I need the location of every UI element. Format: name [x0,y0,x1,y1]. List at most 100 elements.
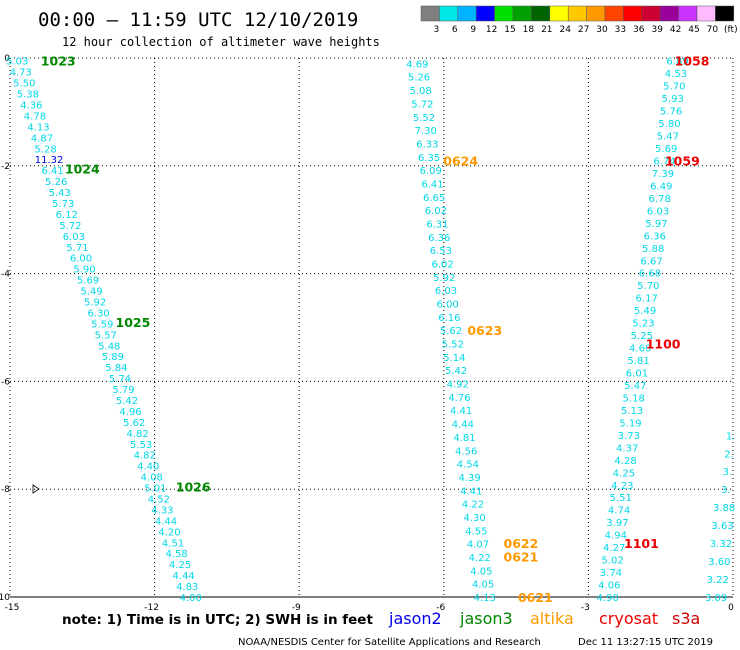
swh-value-label: 3.09 [705,593,727,604]
timestamp: Dec 11 13:27:15 UTC 2019 [578,637,713,648]
swh-value-label: 4.00 [180,593,202,604]
colorbar-swatch [531,5,551,22]
footer-note: note: 1) Time is in UTC; 2) SWH is in fe… [62,612,373,628]
colorbar-swatch [420,5,440,22]
swh-value-label: 6.16 [438,313,460,324]
swh-value-label: 5.49 [80,287,102,298]
y-tick-label: -10 [0,593,10,603]
colorbar-label: 6 [452,25,458,35]
swh-value-label: 4.44 [173,571,195,582]
swh-value-label: 4.05 [470,566,492,577]
pass-id-label: 1023 [41,54,76,69]
pass-id-label: 1025 [116,315,151,330]
page-title: 00:00 – 11:59 UTC 12/10/2019 [38,9,358,31]
pass-id-label: 1026 [176,480,211,495]
colorbar-swatch [475,5,495,22]
swh-value-label: 2. [724,449,734,460]
y-tick-label: -6 [1,377,10,387]
swh-value-label: 5.92 [433,273,455,284]
legend-item-jason3: jason3 [459,609,513,628]
swh-value-label: 6.35 [418,153,440,164]
swh-value-label: 5.26 [45,177,67,188]
swh-value-label: 6.03 [647,206,669,217]
swh-value-label: 5.88 [642,244,664,255]
swh-value-label: 5.52 [442,340,464,351]
colorbar-label: 27 [578,25,589,35]
swh-value-label: 6.65 [423,193,445,204]
swh-value-label: 4.52 [148,494,170,505]
swh-value-label: 6.12 [56,210,78,221]
swh-value-label: 4.82 [126,429,148,440]
swh-value-label: 5.01 [144,484,166,495]
swh-value-label: 6.36 [644,231,666,242]
swh-value-label: 6.03 [435,286,457,297]
swh-value-label: 6.68 [639,269,661,280]
swh-value-label: 5.52 [413,113,435,124]
swh-value-label: 4.83 [176,582,198,593]
swh-value-label: 6.09 [420,166,442,177]
colorbar-label: 36 [633,25,645,35]
swh-value-label: 5.23 [632,319,654,330]
swh-value-label: 4.82 [134,451,156,462]
x-tick-label: -15 [5,603,20,613]
colorbar-label: 30 [596,25,608,35]
swh-value-label: 5.51 [610,493,632,504]
swh-value-label: 5.76 [660,107,682,118]
colorbar-swatch [567,5,587,22]
swh-value-label: 5.08 [410,86,432,97]
swh-value-label: 6.89 [666,57,688,68]
swh-value-label: 3.97 [606,518,628,529]
plot-grid [9,57,734,598]
pass-id-label: 0624 [443,153,478,168]
swh-value-label: 4.96 [119,407,141,418]
colorbar-swatch [678,5,698,22]
swh-value-label: 5.80 [658,119,680,130]
colorbar-label: 24 [559,25,571,35]
swh-value-label: 5.84 [105,363,127,374]
swh-value-label: 6.00 [70,254,92,265]
swh-value-label: 5.47 [624,381,646,392]
colorbar-swatch [586,5,606,22]
swh-value-label: 4.30 [464,513,486,524]
swh-value-label: 5.97 [645,219,667,230]
swh-value-label: 11.32 [35,155,64,166]
swh-value-label: 6.36 [428,233,450,244]
colorbar-swatch [512,5,532,22]
swh-value-label: 7.30 [415,126,437,137]
swh-value-label: 1. [726,431,736,442]
swh-value-label: 5.70 [637,281,659,292]
color-scale-bar: 3 6 9 12 15 18 21 24 27 30 33 36 39 42 45 70 (ft) [420,5,738,35]
pass-id-label: 0622 [504,536,539,551]
swh-value-label: 4.39 [458,473,480,484]
swh-value-label: 5.53 [130,440,152,451]
swh-value-label: 4.60 [629,344,651,355]
swh-value-label: 6.01 [626,369,648,380]
swh-value-label: 5.38 [17,90,39,101]
swh-value-label: 5.42 [116,396,138,407]
swh-value-label: 5.14 [443,353,465,364]
swh-value-label: 5.26 [408,73,430,84]
swh-value-label: 6.33 [416,139,438,150]
swh-value-label: 5.02 [601,556,623,567]
swh-value-label: 5.81 [627,356,649,367]
swh-value-label: 5.03 [6,57,28,68]
swh-value-label: 5.69 [77,276,99,287]
legend-item-jason2: jason2 [388,609,442,628]
x-tick-label: -6 [436,603,445,613]
swh-value-label: 6.17 [636,294,658,305]
swh-value-label: 3.63 [711,521,733,532]
colorbar-swatch [549,5,569,22]
swh-value-label: 4.90 [597,593,619,604]
swh-value-label: 4.41 [460,486,482,497]
swh-value-label: 4.56 [455,446,477,457]
swh-value-label: 4.23 [611,481,633,492]
swh-value-label: 5.71 [66,243,88,254]
swh-value-label: 4.25 [613,468,635,479]
y-tick-label: -2 [1,162,10,172]
swh-value-label: 5.74 [109,374,131,385]
colorbar-swatch [457,5,477,22]
swh-value-label: 5.25 [631,331,653,342]
swh-value-label: 3.60 [708,557,730,568]
swh-value-label: 6.00 [437,300,459,311]
swh-value-label: 5.69 [655,144,677,155]
